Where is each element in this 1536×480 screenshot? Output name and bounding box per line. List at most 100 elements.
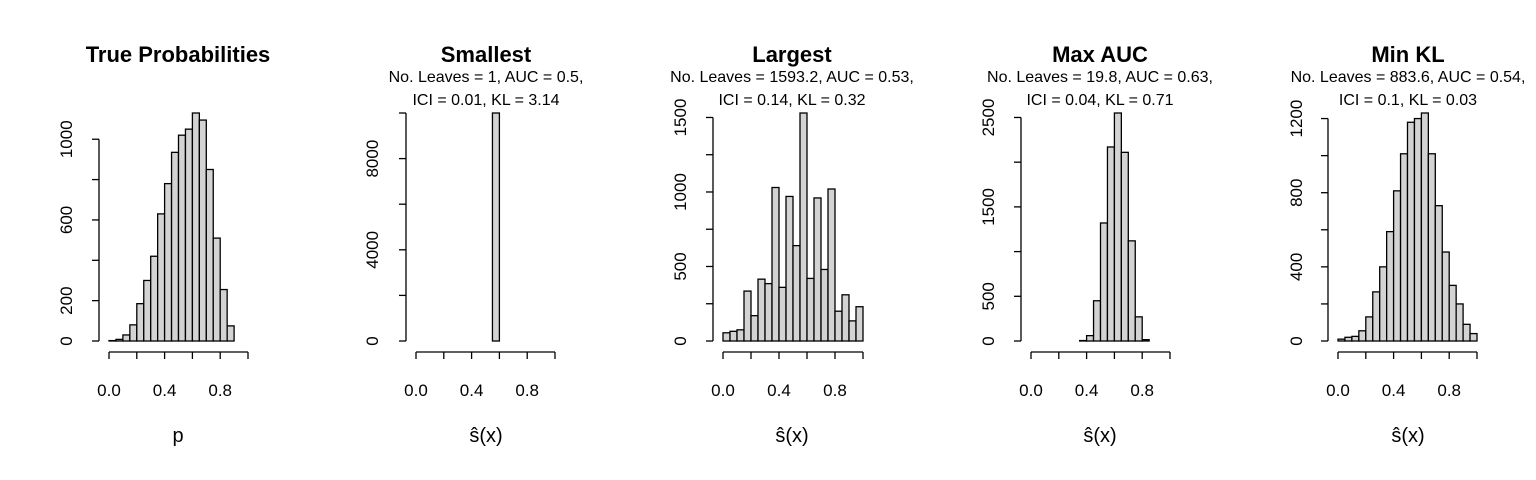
histogram-bar (1392, 190, 1402, 342)
histogram-bar (1358, 330, 1367, 342)
histogram-bar (1106, 146, 1116, 342)
x-tick-label: 0.8 (208, 381, 232, 400)
histogram-bar (792, 244, 801, 342)
chart-title: Max AUC (1052, 42, 1148, 67)
y-tick-label: 0 (671, 336, 690, 345)
chart-subtitle-line: No. Leaves = 19.8, AUC = 0.63, (987, 69, 1213, 86)
histogram-bar (764, 282, 773, 342)
histogram-bar (212, 237, 221, 342)
chart-panel-2: Smallest No. Leaves = 1, AUC = 0.5, ICI = … (363, 42, 583, 447)
histogram-bar (129, 324, 138, 342)
histogram-bar (848, 320, 857, 342)
x-tick-label: 0.0 (1326, 381, 1350, 400)
histogram-bar (1372, 291, 1381, 342)
histogram-bar (205, 168, 214, 342)
histogram-bar (1469, 332, 1478, 342)
histogram-bar (1427, 153, 1436, 342)
y-tick-label: 0 (57, 336, 76, 345)
x-axis-label: ŝ(x) (1391, 425, 1424, 447)
histogram-bar (1413, 117, 1423, 342)
x-tick-label: 0.4 (153, 381, 177, 400)
x-tick-label: 0.8 (1130, 381, 1154, 400)
histogram-bar (1420, 112, 1430, 342)
x-tick-label: 0.8 (823, 381, 847, 400)
y-tick-label: 0 (363, 336, 382, 345)
histogram-bar (1092, 300, 1102, 342)
y-tick-label: 2500 (979, 99, 998, 137)
x-tick-label: 0.0 (97, 381, 121, 400)
x-axis-label: ŝ(x) (1083, 425, 1116, 447)
histogram-bar (1141, 339, 1150, 342)
histogram-bar (729, 330, 738, 342)
histogram-bar (1085, 334, 1095, 342)
histogram-bar (1365, 316, 1374, 342)
histogram-bar (1099, 222, 1109, 342)
histogram-bar (827, 188, 836, 342)
chart-panel-3: Largest No. Leaves = 1593.2, AUC = 0.53, I… (670, 42, 914, 447)
chart-subtitle-line: No. Leaves = 1593.2, AUC = 0.53, (670, 69, 914, 86)
chart-panel-4: Max AUC No. Leaves = 19.8, AUC = 0.63, ICI… (979, 42, 1213, 447)
histogram-bar (143, 279, 152, 342)
chart-panel-5: Min KL No. Leaves = 883.6, AUC = 0.54, ICI… (1287, 42, 1525, 447)
histogram-bar (834, 310, 843, 342)
y-tick-label: 1200 (1287, 100, 1306, 138)
y-tick-label: 500 (979, 282, 998, 310)
chart-panel-1: True Probabilities 0.0 0.4 0.8 0 200 600 1000 p (57, 42, 270, 447)
histogram-bar (813, 197, 822, 342)
histogram-bar (150, 255, 159, 342)
histogram-bar (226, 325, 235, 342)
histogram-bar (1434, 205, 1443, 342)
x-tick-label: 0.4 (1075, 381, 1099, 400)
x-tick-label: 0.0 (404, 381, 428, 400)
histogram-bar (1379, 266, 1388, 342)
histogram-bar (771, 186, 780, 342)
histogram-bar (799, 112, 808, 342)
chart-subtitle-line: ICI = 0.04, KL = 0.71 (1026, 92, 1173, 109)
chart-subtitle-line: No. Leaves = 1, AUC = 0.5, (389, 69, 584, 86)
histogram-bar (806, 277, 815, 342)
histogram-bar (750, 315, 759, 342)
histogram-bar (1386, 230, 1395, 342)
x-axis-label: ŝ(x) (469, 425, 502, 447)
chart-subtitle-line: No. Leaves = 883.6, AUC = 0.54, (1291, 69, 1526, 86)
histogram-bar (1441, 251, 1450, 342)
y-tick-label: 1500 (979, 188, 998, 226)
histogram-bar (122, 334, 131, 342)
x-tick-label: 0.0 (1019, 381, 1043, 400)
histogram-bar (855, 306, 864, 342)
y-tick-label: 800 (1287, 179, 1306, 207)
histogram-bar (163, 182, 173, 342)
y-tick-label: 1000 (57, 120, 76, 158)
x-tick-label: 0.4 (767, 381, 791, 400)
histogram-bar (491, 112, 501, 342)
y-tick-label: 1500 (671, 99, 690, 137)
histogram-bar (743, 290, 752, 342)
x-tick-label: 0.4 (460, 381, 484, 400)
histogram-bar (1337, 338, 1346, 342)
histogram-bar (184, 128, 194, 342)
chart-subtitle-line: ICI = 0.14, KL = 0.32 (718, 92, 865, 109)
histogram-bar (191, 112, 200, 342)
histogram-bar (177, 134, 187, 342)
histogram-bar (736, 329, 745, 342)
x-tick-label: 0.8 (1437, 381, 1461, 400)
histogram-bar (1344, 336, 1353, 342)
y-tick-label: 1000 (671, 173, 690, 211)
histogram-bar (170, 151, 180, 342)
histogram-bar (778, 286, 787, 342)
chart-title: Min KL (1371, 42, 1444, 67)
histogram-bar (1127, 240, 1136, 342)
x-tick-label: 0.4 (1382, 381, 1406, 400)
chart-subtitle-line: ICI = 0.01, KL = 3.14 (412, 92, 559, 109)
histogram-bar (1134, 316, 1143, 342)
histogram-bar (757, 278, 766, 342)
y-tick-label: 8000 (363, 140, 382, 178)
chart-title: Smallest (441, 42, 532, 67)
chart-subtitle-line: ICI = 0.1, KL = 0.03 (1339, 92, 1477, 109)
histogram-bar (1448, 284, 1457, 342)
histogram-bar (136, 303, 145, 342)
y-tick-label: 0 (1287, 336, 1306, 345)
y-tick-label: 500 (671, 252, 690, 280)
histogram-bar (219, 288, 228, 342)
